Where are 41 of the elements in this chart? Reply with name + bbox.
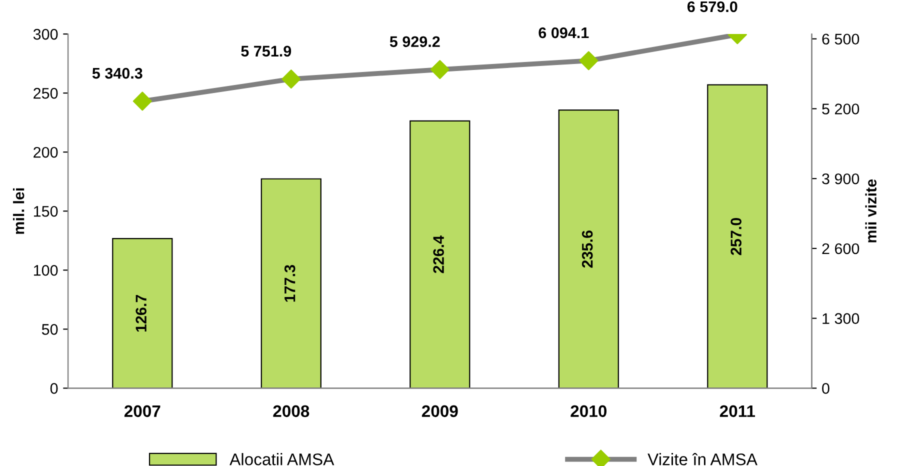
y-tick-label: 0 (50, 383, 58, 394)
legend-label: Alocatii AMSA (230, 453, 334, 466)
x-tick-label: 2009 (422, 405, 458, 418)
point (579, 51, 598, 70)
y2-tick-label: 6 500 (822, 34, 860, 45)
x-tick-label: 2010 (570, 405, 606, 418)
y2-axis-title: mii vizite (865, 179, 876, 242)
x-tick-label: 2007 (124, 405, 160, 418)
y-tick-label: 200 (34, 146, 58, 158)
data-label: 226.4 (433, 236, 444, 274)
y-tick-label: 300 (33, 28, 58, 40)
x-tick-label: 2008 (273, 405, 310, 418)
data-label: 177.3 (284, 264, 296, 302)
data-label: 235.6 (582, 230, 593, 268)
y-axis-title: mil. lei (13, 188, 24, 234)
y2-tick-label: 5 200 (822, 104, 860, 114)
bar (112, 238, 173, 388)
data-label: 126.7 (136, 294, 146, 332)
data-label: 5 929.2 (390, 36, 440, 48)
data-label: 257.0 (730, 218, 742, 256)
bar (558, 109, 619, 388)
y2-tick-label: 2 600 (822, 243, 860, 254)
y-tick-label: 100 (34, 264, 58, 276)
legend-label: Vizite în AMSA (648, 452, 758, 466)
y2-tick-label: 3 900 (822, 173, 860, 184)
y2-tick-label: 1 300 (822, 313, 860, 324)
data-label: 6 094.1 (538, 27, 589, 38)
point (132, 92, 152, 111)
data-label: 6 579.0 (687, 1, 738, 12)
y-tick-label: 250 (34, 88, 58, 99)
bar (707, 84, 768, 388)
point (282, 70, 301, 89)
bar (260, 178, 322, 388)
y-tick-label: 50 (42, 324, 58, 335)
y-tick-label: 150 (34, 206, 58, 217)
bar (410, 120, 470, 388)
data-label: 5 751.9 (241, 46, 292, 57)
x-tick-label: 2011 (720, 405, 756, 418)
point (430, 60, 450, 80)
data-label: 5 340.3 (92, 68, 142, 79)
y2-tick-label: 0 (822, 383, 830, 394)
